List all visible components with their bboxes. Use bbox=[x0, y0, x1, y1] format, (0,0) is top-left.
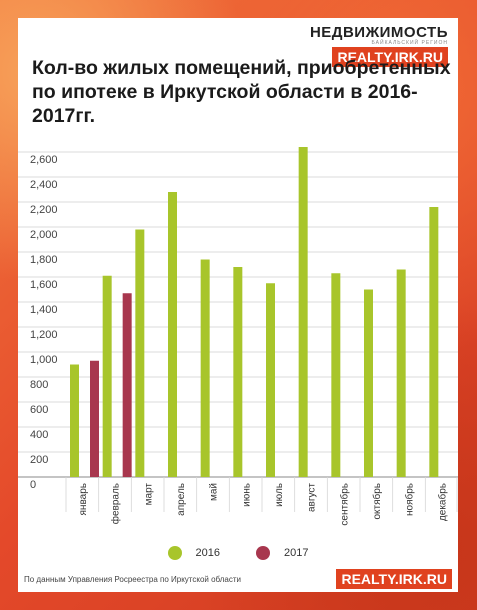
bar-2017 bbox=[90, 360, 99, 477]
x-tick-label: сентябрь bbox=[338, 483, 350, 526]
source-note: По данным Управления Росреестра по Иркут… bbox=[24, 575, 242, 584]
x-tick-label: декабрь bbox=[436, 483, 448, 521]
x-tick-label: октябрь bbox=[371, 483, 383, 520]
x-tick-label: август bbox=[307, 483, 318, 512]
x-tick-label: июль bbox=[274, 483, 285, 507]
y-tick-label: 1,000 bbox=[30, 354, 58, 366]
y-tick-label: 1,800 bbox=[30, 254, 58, 266]
bar-2016 bbox=[70, 364, 79, 477]
legend-swatch-2017 bbox=[256, 546, 270, 560]
bar-chart: 0 200 400 600 800 1,000 1,200 1,400 1,600 1,800 2,… bbox=[18, 147, 458, 526]
chart-title: Кол-во жилых помещений, приобретенных по… bbox=[32, 57, 451, 127]
bar-2016 bbox=[266, 283, 275, 477]
y-tick-label: 1,400 bbox=[30, 304, 58, 316]
legend-swatch-2016 bbox=[167, 546, 182, 560]
bar-2016 bbox=[168, 192, 177, 477]
brand-url-top[interactable]: REALTY.IRK.RU bbox=[332, 47, 448, 67]
bar-2016 bbox=[298, 147, 308, 477]
legend: 2016 2017 bbox=[18, 546, 458, 560]
chart-card: НЕДВИЖИМОСТЬ БАЙКАЛЬСКИЙ РЕГИОН REALTY.I… bbox=[18, 18, 458, 592]
brand-name: НЕДВИЖИМОСТЬ bbox=[309, 24, 448, 41]
bar-2016 bbox=[233, 267, 243, 477]
bar-2016 bbox=[396, 269, 406, 477]
y-tick-label: 2,600 bbox=[30, 154, 58, 166]
brand-region: БАЙКАЛЬСКИЙ РЕГИОН bbox=[371, 40, 448, 46]
bar-2016 bbox=[135, 229, 145, 477]
y-tick-label: 600 bbox=[30, 404, 48, 416]
y-tick-label: 200 bbox=[30, 454, 48, 466]
x-tick-label: январь bbox=[78, 483, 89, 515]
x-tick-label: май bbox=[209, 483, 220, 501]
legend-item-2016: 2016 bbox=[167, 546, 220, 560]
brand-header: НЕДВИЖИМОСТЬ БАЙКАЛЬСКИЙ РЕГИОН REALTY.I… bbox=[310, 24, 448, 67]
x-tick-label: июнь bbox=[241, 483, 252, 507]
y-tick-label: 0 bbox=[30, 479, 36, 491]
y-tick-label: 400 bbox=[30, 429, 48, 441]
bar-2016 bbox=[364, 289, 373, 477]
legend-label-2016: 2016 bbox=[195, 547, 220, 559]
y-tick-label: 2,000 bbox=[30, 229, 58, 241]
legend-item-2017: 2017 bbox=[256, 546, 308, 560]
bar-2016 bbox=[331, 273, 341, 477]
y-tick-label: 1,600 bbox=[30, 279, 58, 291]
x-tick-label: апрель bbox=[176, 483, 187, 516]
y-tick-label: 1,200 bbox=[30, 329, 58, 341]
bar-2016 bbox=[429, 207, 439, 477]
legend-label-2017: 2017 bbox=[284, 547, 309, 559]
brand-url-bottom[interactable]: REALTY.IRK.RU bbox=[336, 569, 452, 589]
y-tick-label: 2,200 bbox=[30, 204, 58, 216]
y-tick-label: 2,400 bbox=[30, 179, 58, 191]
bar-2016 bbox=[200, 259, 210, 477]
x-tick-label: март bbox=[143, 483, 154, 506]
bar-2017 bbox=[122, 293, 132, 477]
y-tick-label: 800 bbox=[30, 379, 48, 391]
x-tick-label: февраль bbox=[110, 483, 122, 524]
bar-2016 bbox=[102, 275, 112, 477]
x-tick-label: ноябрь bbox=[404, 483, 416, 516]
